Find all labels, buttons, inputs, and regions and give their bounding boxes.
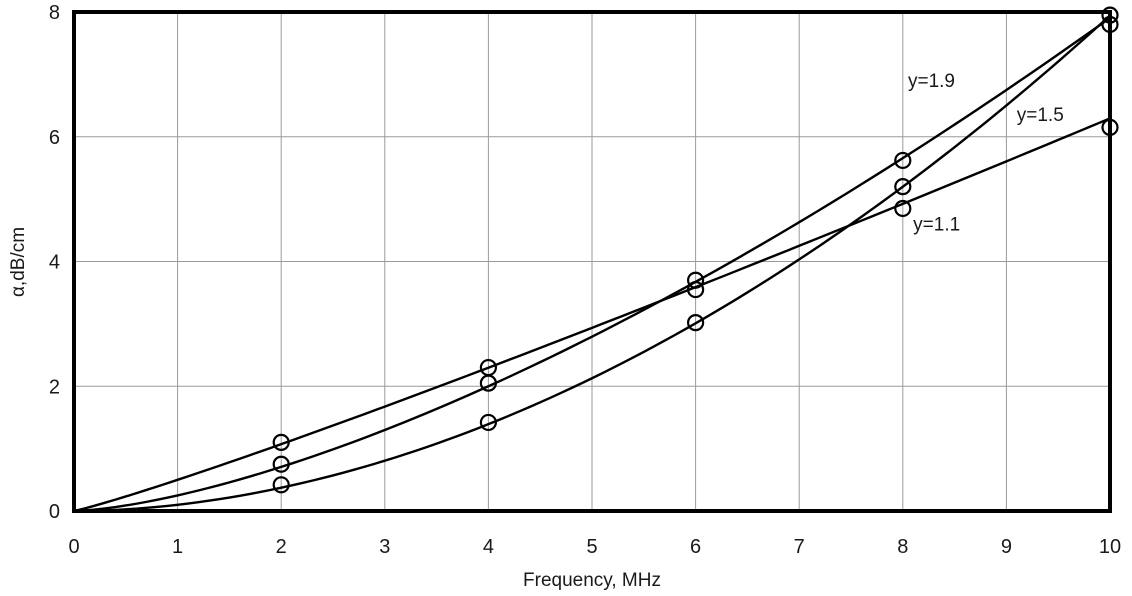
data-points bbox=[272, 6, 1119, 494]
plot-frame bbox=[72, 10, 1112, 513]
y-tick-label-4: 8 bbox=[49, 2, 60, 24]
x-tick-label-6: 6 bbox=[690, 536, 701, 558]
data-point-2-2 bbox=[686, 314, 705, 332]
y-tick-labels: 0 2 4 6 8 bbox=[49, 2, 60, 523]
x-tick-label-1: 1 bbox=[172, 536, 183, 558]
curve-label-0: y=1.1 bbox=[913, 214, 960, 235]
curve-1 bbox=[73, 16, 1111, 513]
curve-0 bbox=[73, 117, 1111, 513]
x-axis-label: Frequency, MHz bbox=[523, 570, 661, 591]
data-point-0-0 bbox=[272, 433, 290, 451]
x-tick-label-0: 0 bbox=[68, 536, 79, 558]
x-tick-label-2: 2 bbox=[276, 536, 287, 558]
data-point-2-3 bbox=[894, 151, 912, 170]
x-tick-label-9: 9 bbox=[1001, 536, 1012, 558]
x-tick-label-4: 4 bbox=[483, 536, 494, 558]
data-point-1-3 bbox=[894, 178, 912, 196]
data-point-0-2 bbox=[686, 271, 705, 289]
curves bbox=[73, 14, 1111, 513]
y-tick-label-2: 4 bbox=[49, 252, 60, 274]
y-tick-label-3: 6 bbox=[49, 127, 60, 149]
data-point-1-1 bbox=[479, 374, 497, 392]
x-tick-label-8: 8 bbox=[897, 536, 908, 558]
y-tick-label-0: 0 bbox=[49, 501, 60, 523]
x-tick-labels: 0 1 2 3 4 5 6 7 8 9 10 bbox=[68, 536, 1121, 558]
data-point-2-0 bbox=[272, 476, 290, 494]
data-point-1-2 bbox=[686, 280, 705, 299]
y-tick-label-1: 2 bbox=[49, 376, 60, 398]
curve-2 bbox=[73, 14, 1111, 513]
x-tick-label-10: 10 bbox=[1099, 536, 1121, 558]
data-point-0-3 bbox=[894, 199, 912, 218]
curve-labels: y=1.1 y=1.5 y=1.9 bbox=[908, 71, 1064, 235]
x-tick-label-7: 7 bbox=[794, 536, 805, 558]
x-tick-label-3: 3 bbox=[379, 536, 390, 558]
y-axis-label: α,dB/cm bbox=[8, 227, 29, 297]
data-point-1-0 bbox=[272, 455, 290, 473]
x-tick-label-5: 5 bbox=[586, 536, 597, 558]
curve-label-1: y=1.5 bbox=[1017, 105, 1064, 126]
curve-label-2: y=1.9 bbox=[908, 71, 955, 92]
data-point-2-1 bbox=[479, 413, 497, 432]
